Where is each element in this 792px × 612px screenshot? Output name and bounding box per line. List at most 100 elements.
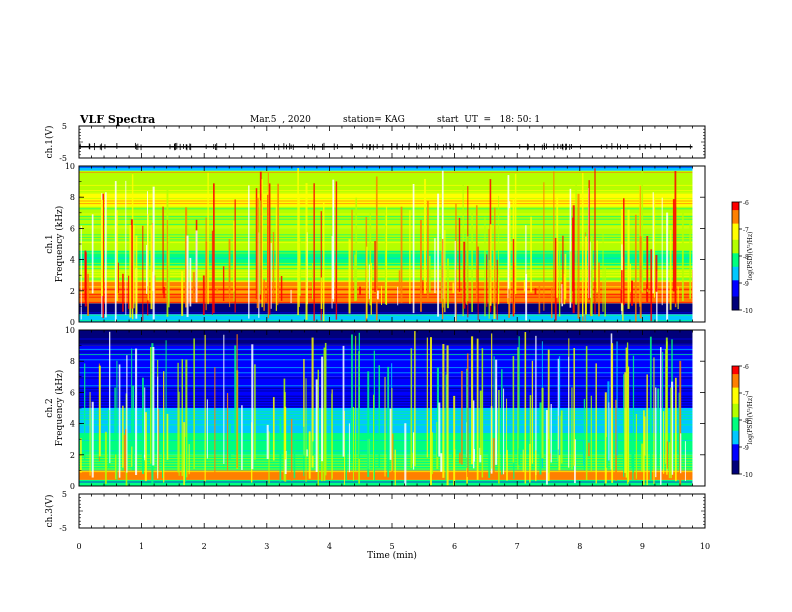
y-axis-label: Frequency (kHz) — [54, 206, 65, 283]
spectral-streak — [322, 201, 325, 322]
spectral-streak — [426, 337, 428, 458]
spectral-streak — [266, 424, 269, 460]
spectral-streak — [496, 259, 498, 320]
colorbar-cell — [732, 395, 739, 399]
spectral-streak — [147, 214, 149, 301]
y-tick-label: -5 — [59, 524, 67, 533]
spectral-line — [79, 320, 693, 322]
colorbar-cell — [732, 223, 739, 227]
spectral-streak — [387, 366, 390, 478]
spectral-streak — [429, 337, 432, 486]
spectral-line — [79, 177, 693, 179]
spectral-streak — [352, 407, 354, 481]
spectral-streak — [91, 401, 94, 478]
spectral-streak — [595, 363, 597, 484]
spectral-streak — [583, 399, 586, 471]
spectral-streak — [517, 347, 519, 470]
spectral-streak — [178, 391, 180, 476]
spectral-line — [79, 452, 693, 454]
spectral-streak — [606, 437, 608, 468]
spectral-streak — [345, 440, 347, 481]
spectral-streak — [290, 289, 292, 304]
spectral-streak — [308, 431, 311, 479]
spectral-line — [79, 437, 693, 439]
spectral-streak — [105, 192, 107, 318]
colorbar-cell — [732, 307, 739, 311]
spectral-streak — [290, 418, 293, 481]
spectral-streak — [293, 440, 296, 479]
spectral-band — [79, 345, 693, 377]
spectral-line — [79, 413, 693, 415]
spectral-line — [79, 398, 693, 400]
spectral-streak — [512, 355, 515, 463]
spectral-streak — [236, 334, 238, 469]
spectral-streak — [320, 211, 322, 321]
colorbar-tick-label: -8 — [743, 418, 749, 425]
spectral-streak — [366, 246, 368, 319]
spectral-streak — [492, 438, 495, 473]
spectral-streak — [629, 264, 632, 293]
spectral-band — [79, 330, 693, 346]
spectral-streak — [348, 423, 350, 473]
spectral-streak — [508, 208, 511, 296]
spectral-streak — [666, 212, 669, 320]
spectral-streak — [410, 348, 413, 469]
spectral-streak — [646, 283, 648, 301]
y-axis-label: Frequency (kHz) — [54, 370, 65, 447]
spectral-streak — [427, 200, 429, 302]
colorbar-cell — [732, 444, 739, 448]
spectral-streak — [369, 210, 372, 306]
spectral-streak — [641, 170, 644, 292]
station-label: station= KAG — [343, 115, 405, 125]
spectral-streak — [538, 282, 541, 314]
spectral-streak — [495, 359, 498, 465]
spectral-line — [79, 424, 693, 426]
spectral-line — [79, 367, 693, 369]
spectral-streak — [689, 220, 691, 299]
spectral-line — [79, 411, 693, 413]
spectral-streak — [422, 280, 424, 294]
spectral-streak — [315, 379, 318, 472]
spectral-streak — [298, 195, 300, 307]
spectral-streak — [123, 434, 126, 471]
x-tick-label: 7 — [515, 542, 520, 551]
spectral-streak — [607, 381, 610, 462]
spectral-streak — [634, 214, 637, 322]
spectral-streak — [594, 168, 596, 315]
spectral-streak — [554, 237, 557, 321]
y-axis-label: ch.3(V) — [44, 495, 55, 528]
spectral-streak — [223, 334, 225, 464]
spectral-streak — [550, 403, 552, 463]
spectral-streak — [473, 449, 475, 462]
spectral-streak — [332, 179, 335, 300]
spectral-streak — [463, 241, 466, 309]
spectral-streak — [604, 392, 607, 484]
spectral-streak — [437, 193, 440, 317]
spectral-streak — [558, 245, 561, 317]
y-axis-label: ch.1(V) — [44, 126, 55, 159]
y-tick-label: 6 — [70, 388, 75, 397]
spectral-streak — [351, 209, 353, 292]
spectral-line — [79, 190, 693, 192]
spectral-streak — [259, 200, 261, 295]
colorbar-cell — [732, 269, 739, 273]
x-tick-label: 10 — [700, 542, 710, 551]
spectral-streak — [228, 423, 231, 459]
spectral-streak — [226, 392, 229, 471]
spectral-streak — [130, 219, 133, 309]
colorbar-cell — [732, 231, 739, 235]
spectral-streak — [684, 441, 686, 482]
y-tick-label: 5 — [62, 490, 67, 499]
colorbar-cell — [732, 371, 739, 375]
spectral-streak — [429, 255, 431, 293]
colorbar-cell — [732, 449, 739, 453]
spectral-streak — [125, 180, 127, 315]
spectral-streak — [621, 270, 623, 304]
spectral-streak — [255, 188, 258, 300]
spectral-streak — [150, 347, 152, 464]
spectral-streak — [525, 273, 528, 321]
spectral-streak — [522, 449, 524, 473]
colorbar-cell — [732, 301, 739, 306]
spectral-streak — [98, 365, 101, 457]
spectral-line — [79, 481, 693, 483]
